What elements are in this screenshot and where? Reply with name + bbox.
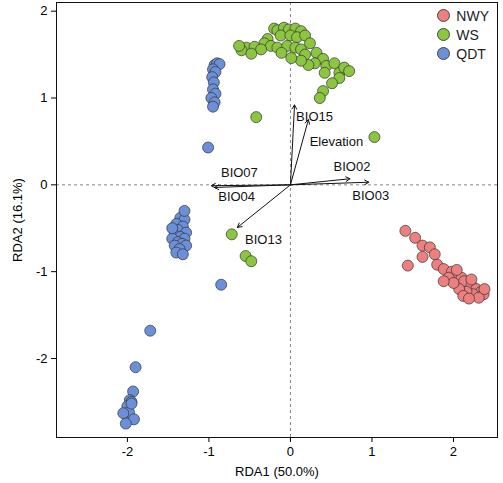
svg-text:RDA2 (16.1%): RDA2 (16.1%) — [10, 178, 25, 262]
svg-text:BIO04: BIO04 — [218, 189, 255, 204]
html-text:WS: WS — [456, 26, 479, 43]
svg-text:-2: -2 — [36, 351, 48, 366]
svg-text:BIO13: BIO13 — [245, 232, 282, 247]
html-text:NWY: NWY — [456, 7, 489, 24]
svg-text:BIO03: BIO03 — [352, 188, 389, 203]
svg-text:-2: -2 — [122, 444, 134, 459]
svg-text:2: 2 — [450, 444, 457, 459]
svg-text:-1: -1 — [203, 444, 215, 459]
svg-text:BIO07: BIO07 — [221, 165, 258, 180]
svg-text:1: 1 — [368, 444, 375, 459]
svg-text:RDA1 (50.0%): RDA1 (50.0%) — [235, 464, 319, 479]
svg-text:BIO02: BIO02 — [334, 159, 371, 174]
svg-text:1: 1 — [40, 90, 47, 105]
svg-text:-1: -1 — [36, 264, 48, 279]
svg-text:0: 0 — [40, 177, 47, 192]
html-text:QDT: QDT — [456, 45, 486, 62]
svg-text:0: 0 — [287, 444, 294, 459]
svg-text:Elevation: Elevation — [310, 134, 363, 149]
svg-text:BIO15: BIO15 — [296, 109, 333, 124]
svg-text:2: 2 — [40, 3, 47, 18]
